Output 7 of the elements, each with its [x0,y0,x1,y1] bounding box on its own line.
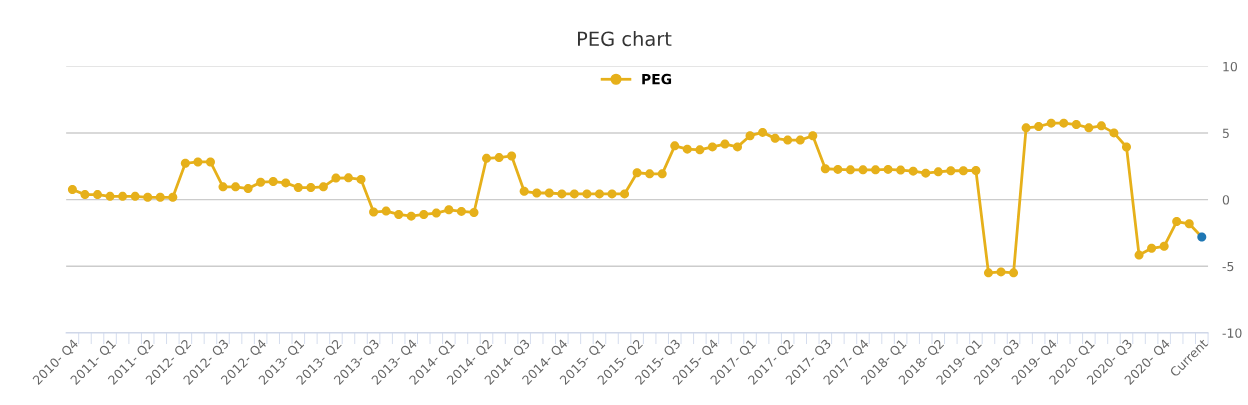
chart-title: PEG chart [578,31,672,47]
y-tick-label: 0 [1222,195,1230,205]
y-tick-label: -10 [1222,328,1242,338]
y-tick-label: 10 [1223,61,1238,72]
y-tick-label: 5 [1222,128,1229,138]
legend-label: PEG [642,73,672,85]
y-tick-label: -5 [1222,261,1234,272]
